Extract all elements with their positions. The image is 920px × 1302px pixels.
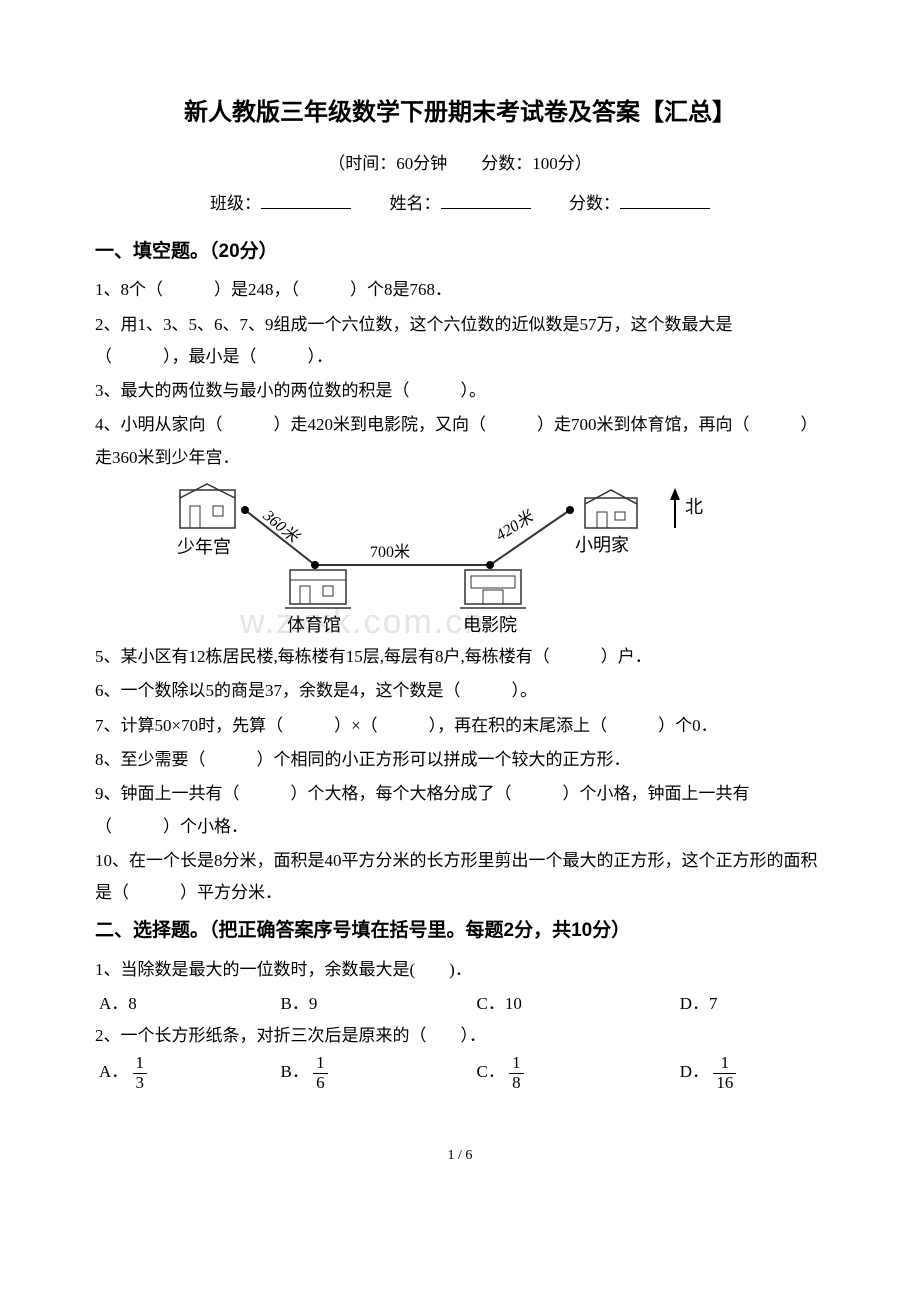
label-tiyu: 体育馆 — [287, 608, 341, 642]
q2-2-opt-c: C． 1 8 — [477, 1054, 680, 1092]
frac-a-num: 1 — [133, 1054, 148, 1074]
frac-a: 1 3 — [133, 1054, 148, 1092]
q1-10: 10、在一个长是8分米，面积是40平方分米的长方形里剪出一个最大的正方形，这个正… — [95, 845, 825, 910]
q2-1: 1、当除数是最大的一位数时，余数最大是( )． — [95, 954, 825, 986]
q1-8: 8、至少需要（ ）个相同的小正方形可以拼成一个较大的正方形． — [95, 744, 825, 776]
class-label: 班级： — [210, 194, 261, 213]
class-blank[interactable] — [261, 190, 351, 209]
label-shaonian: 少年宫 — [177, 530, 231, 564]
frac-b: 1 6 — [313, 1054, 328, 1092]
q2-1-opt-b: B．9 — [281, 988, 477, 1020]
q1-5: 5、某小区有12栋居民楼,每栋楼有15层,每层有8户,每栋楼有（ ）户． — [95, 641, 825, 673]
frac-d: 1 16 — [713, 1054, 736, 1092]
q1-9: 9、钟面上一共有（ ）个大格，每个大格分成了（ ）个小格，钟面上一共有（ ）个小… — [95, 778, 825, 843]
q1-3: 3、最大的两位数与最小的两位数的积是（ ）。 — [95, 375, 825, 407]
frac-c-num: 1 — [509, 1054, 524, 1074]
student-info-line: 班级： 姓名： 分数： — [95, 188, 825, 220]
q2-1-opt-c: C．10 — [477, 988, 680, 1020]
frac-d-num: 1 — [713, 1054, 736, 1074]
q2-2-opt-d: D． 1 16 — [680, 1054, 825, 1092]
opt-c-label: C． — [477, 1063, 505, 1082]
q1-6: 6、一个数除以5的商是37，余数是4，这个数是（ ）。 — [95, 675, 825, 707]
q1-2: 2、用1、3、5、6、7、9组成一个六位数，这个六位数的近似数是57万，这个数最… — [95, 309, 825, 374]
q2-1-options: A．8 B．9 C．10 D．7 — [95, 988, 825, 1020]
exam-meta: （时间：60分钟 分数：100分） — [95, 148, 825, 180]
name-blank[interactable] — [441, 190, 531, 209]
q2-1-opt-a: A．8 — [99, 988, 281, 1020]
section2-title: 二、选择题。（把正确答案序号填在括号里。每题2分，共10分） — [95, 913, 825, 949]
score-blank[interactable] — [620, 190, 710, 209]
frac-a-den: 3 — [133, 1074, 148, 1093]
map-diagram: 少年宫 体育馆 电影院 小明家 北 360米 700米 420米 — [145, 480, 705, 635]
label-dianying: 电影院 — [463, 608, 517, 642]
opt-b-label: B． — [281, 1063, 309, 1082]
frac-c-den: 8 — [509, 1074, 524, 1093]
opt-a-label: A． — [99, 1063, 128, 1082]
q2-2-opt-a: A． 1 3 — [99, 1054, 281, 1092]
q1-1: 1、8个（ ）是248，（ ）个8是768． — [95, 274, 825, 306]
exam-title: 新人教版三年级数学下册期末考试卷及答案【汇总】 — [95, 90, 825, 136]
frac-c: 1 8 — [509, 1054, 524, 1092]
name-label: 姓名： — [390, 194, 441, 213]
label-xiaoming: 小明家 — [575, 528, 629, 562]
score-label: 分数： — [569, 194, 620, 213]
q2-1-opt-d: D．7 — [680, 988, 825, 1020]
page-number: 1 / 6 — [95, 1143, 825, 1170]
frac-b-num: 1 — [313, 1054, 328, 1074]
label-700: 700米 — [370, 538, 410, 568]
q1-4: 4、小明从家向（ ）走420米到电影院，又向（ ）走700米到体育馆，再向（ ）… — [95, 409, 825, 474]
frac-b-den: 6 — [313, 1074, 328, 1093]
frac-d-den: 16 — [713, 1074, 736, 1093]
label-north: 北 — [685, 490, 703, 524]
q2-2-options: A． 1 3 B． 1 6 C． 1 8 D． 1 16 — [95, 1054, 825, 1092]
section1-title: 一、填空题。（20分） — [95, 234, 825, 270]
opt-d-label: D． — [680, 1063, 709, 1082]
q2-2-opt-b: B． 1 6 — [281, 1054, 477, 1092]
q1-7: 7、计算50×70时，先算（ ）×（ ），再在积的末尾添上（ ）个0． — [95, 710, 825, 742]
q2-2: 2、一个长方形纸条，对折三次后是原来的（ ）． — [95, 1020, 825, 1052]
